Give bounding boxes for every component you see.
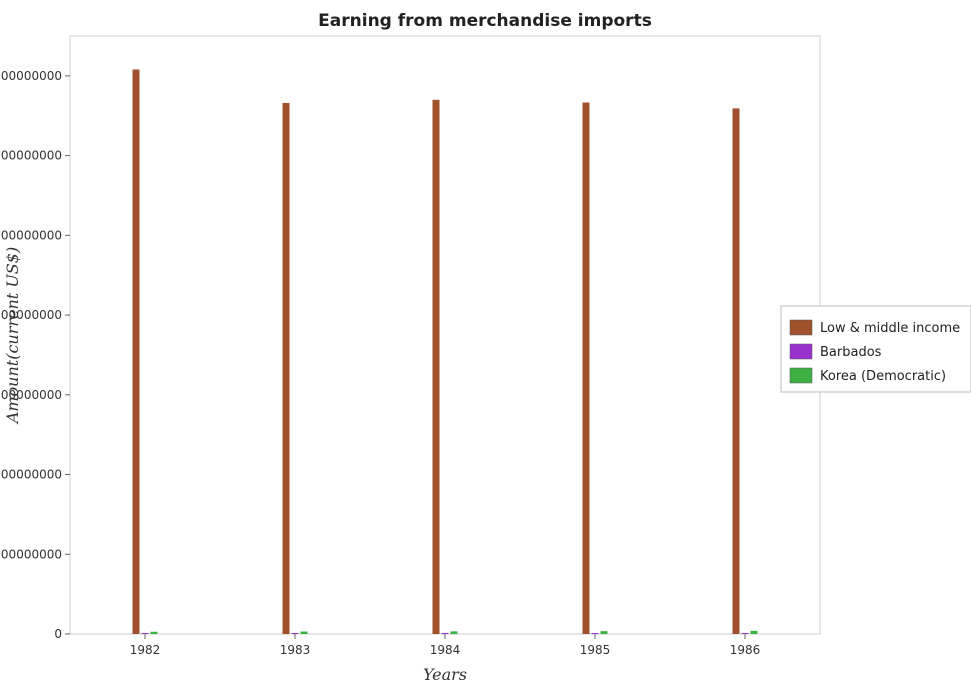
bars <box>133 69 758 634</box>
bar-barbados-1986 <box>742 633 749 634</box>
x-tick-label: 1983 <box>280 643 311 657</box>
y-tick-label: 350000000000 <box>0 69 62 83</box>
bar-low-middle-income-1984 <box>433 100 440 634</box>
y-tick-label: 0 <box>54 627 62 641</box>
y-tick-label: 50000000000 <box>0 547 62 561</box>
y-tick-label: 100000000000 <box>0 468 62 482</box>
x-tick-label: 1984 <box>430 643 461 657</box>
y-axis-label: Amount(current US$) <box>3 247 22 425</box>
bar-korea-democratic--1984 <box>451 631 458 634</box>
plot-area <box>70 36 820 634</box>
legend-swatch <box>790 344 812 359</box>
legend-label: Korea (Democratic) <box>820 369 946 384</box>
bar-barbados-1985 <box>592 633 599 634</box>
y-tick-label: 300000000000 <box>0 149 62 163</box>
legend: Low & middle income Barbados Korea (Democr… <box>781 306 971 392</box>
chart-title: Earning from merchandise imports <box>318 11 652 31</box>
bar-barbados-1984 <box>442 633 449 634</box>
bar-korea-democratic--1985 <box>601 631 608 634</box>
legend-label: Barbados <box>820 345 882 360</box>
bar-korea-democratic--1986 <box>751 631 758 634</box>
x-tick-label: 1985 <box>580 643 611 657</box>
x-axis-label: Years <box>423 665 467 684</box>
y-tick-label: 250000000000 <box>0 228 62 242</box>
bar-low-middle-income-1986 <box>733 108 740 634</box>
bar-barbados-1982 <box>142 633 149 634</box>
bar-barbados-1983 <box>292 633 299 634</box>
legend-swatch <box>790 368 812 383</box>
x-axis: 1982 1983 1984 1985 1986 <box>130 634 761 657</box>
bar-low-middle-income-1985 <box>583 102 590 634</box>
bar-low-middle-income-1982 <box>133 69 140 634</box>
bar-low-middle-income-1983 <box>283 103 290 634</box>
bar-korea-democratic--1983 <box>301 632 308 634</box>
x-tick-label: 1982 <box>130 643 161 657</box>
x-tick-label: 1986 <box>730 643 761 657</box>
legend-label: Low & middle income <box>820 321 960 336</box>
legend-swatch <box>790 320 812 335</box>
bar-korea-democratic--1982 <box>151 632 158 634</box>
